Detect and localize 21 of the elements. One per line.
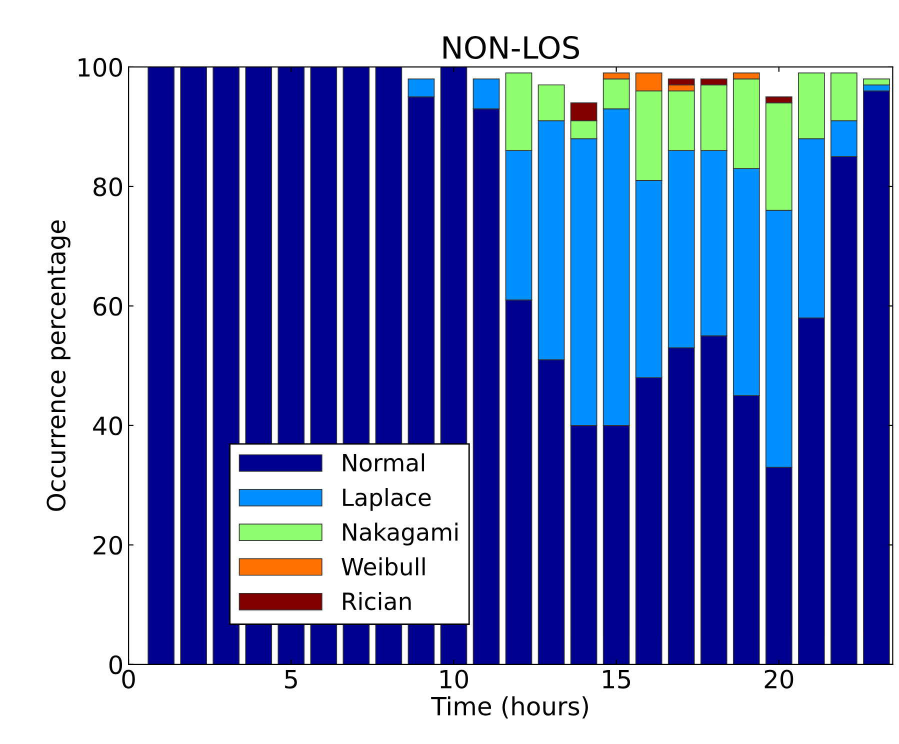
x-tick-label: 15 — [603, 670, 630, 689]
legend-label: Normal — [343, 453, 424, 472]
x-tick-label: 20 — [764, 670, 794, 689]
x-axis-title: Time (hours) — [431, 696, 588, 719]
legend-label: Nakagami — [343, 522, 458, 546]
x-tick-label: 5 — [285, 670, 297, 689]
y-tick-label: 60 — [94, 296, 122, 316]
bar — [180, 66, 208, 664]
y-tick-label: 40 — [93, 416, 122, 436]
chart-title: NON-LOS — [444, 36, 579, 60]
legend-label: Weibull — [342, 557, 425, 576]
y-tick-label: 80 — [94, 177, 122, 196]
bar — [148, 66, 174, 664]
x-tick-label: 0 — [122, 670, 135, 689]
legend-label: Rician — [343, 592, 411, 610]
x-tick-label: 10 — [440, 670, 468, 689]
y-tick-label: 20 — [94, 536, 122, 555]
y-tick-label: 100 — [78, 58, 122, 77]
y-tick-label: 0 — [109, 655, 122, 674]
y-axis-title: Occurrence percentage — [46, 220, 70, 511]
legend-label: Laplace — [343, 488, 431, 511]
